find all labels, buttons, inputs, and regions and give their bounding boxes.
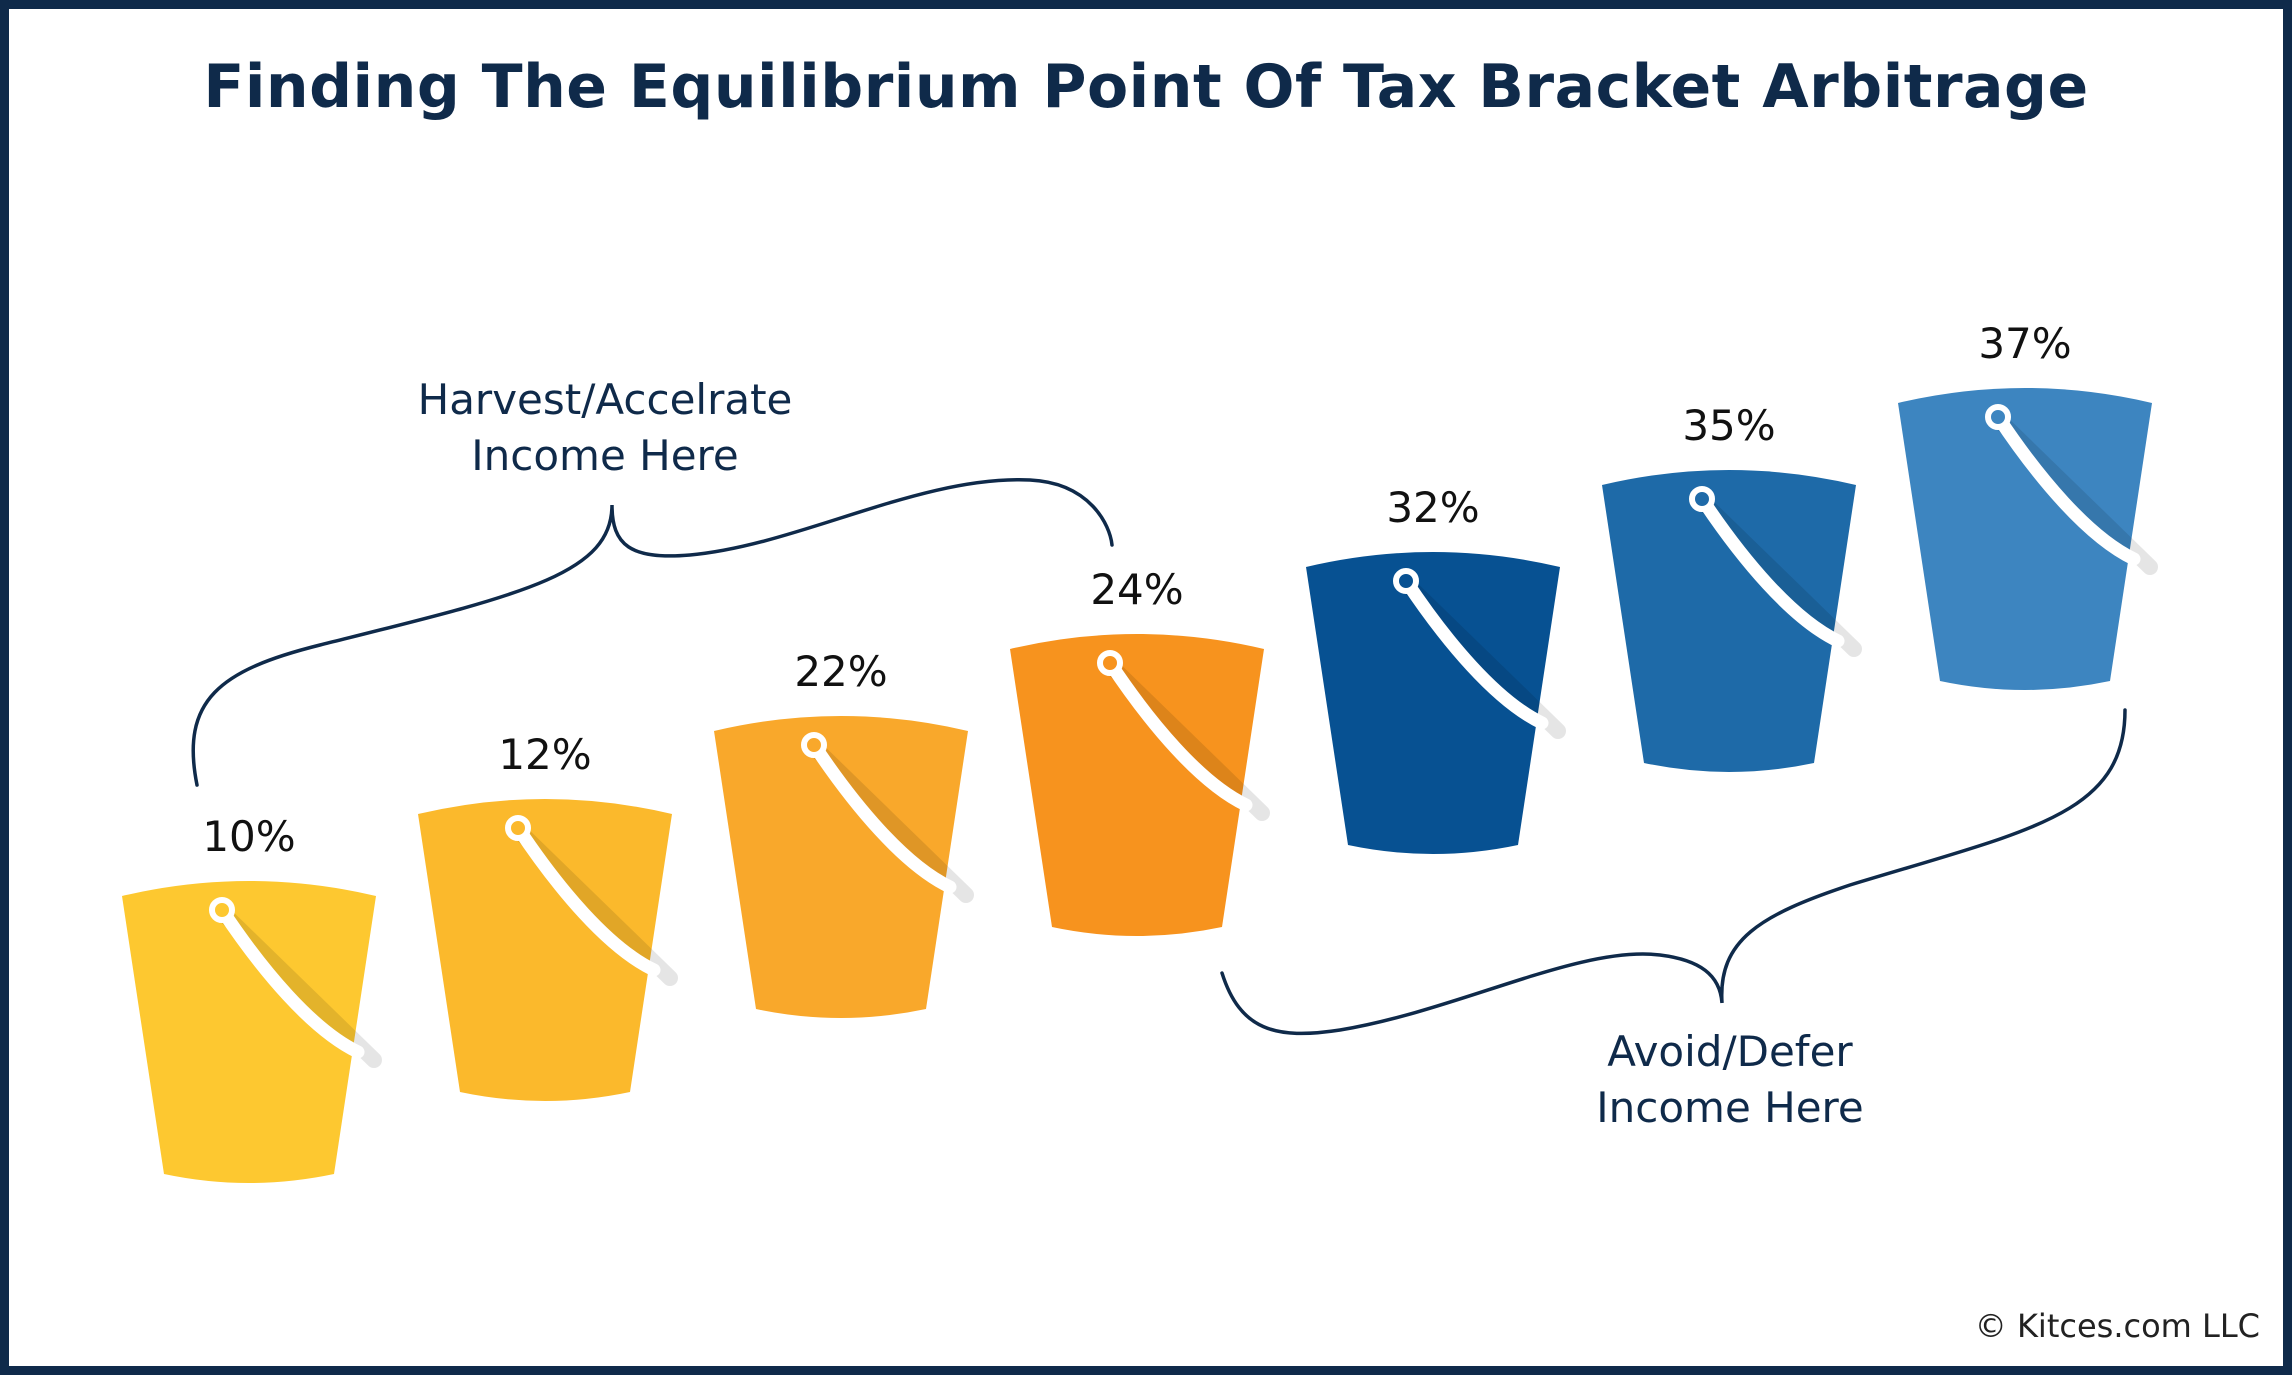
bucket-body: [1010, 634, 1264, 936]
rate-label-37-percent: 37%: [1978, 319, 2072, 368]
bucket-handle-ring: [1097, 650, 1123, 676]
bucket-body: [418, 799, 672, 1101]
bucket-37-percent: [1898, 388, 2158, 690]
bucket-handle: [511, 821, 661, 977]
bucket-24-percent: [1010, 634, 1270, 936]
bucket-handle: [1399, 574, 1549, 730]
rate-label-32-percent: 32%: [1386, 483, 1480, 532]
bucket-body: [714, 716, 968, 1018]
rate-label-24-percent: 24%: [1090, 565, 1184, 614]
bucket-body: [1306, 552, 1560, 854]
avoid-label: Avoid/Defer Income Here: [1480, 1024, 1980, 1136]
bucket-body: [1602, 470, 1856, 772]
bucket-handle-ring: [1985, 404, 2011, 430]
bucket-handle: [807, 738, 957, 894]
harvest-label-line2: Income Here: [471, 431, 739, 480]
bucket-handle: [1103, 656, 1253, 812]
bucket-body: [122, 881, 376, 1183]
rate-label-10-percent: 10%: [202, 812, 296, 861]
bucket-handle-ring: [505, 815, 531, 841]
bucket-22-percent: [714, 716, 974, 1018]
bucket-handle-ring: [801, 732, 827, 758]
bucket-35-percent: [1602, 470, 1862, 772]
bucket-10-percent: [122, 881, 382, 1183]
bucket-handle: [1991, 410, 2141, 566]
bucket-32-percent: [1306, 552, 1566, 854]
copyright-text: © Kitces.com LLC: [1974, 1307, 2260, 1345]
avoid-label-line2: Income Here: [1596, 1083, 1864, 1132]
bucket-handle-shadow: [1700, 499, 1862, 657]
bucket-handle: [215, 903, 365, 1059]
bucket-12-percent: [418, 799, 678, 1101]
bucket-group: [122, 388, 2158, 1183]
avoid-label-line1: Avoid/Defer: [1607, 1027, 1853, 1076]
bucket-handle-ring: [1689, 486, 1715, 512]
bucket-handle-shadow: [1108, 663, 1270, 821]
bucket-body: [1898, 388, 2152, 690]
bucket-handle-shadow: [1404, 581, 1566, 739]
bucket-handle: [1695, 492, 1845, 648]
harvest-brace: [191, 478, 1114, 787]
rate-label-35-percent: 35%: [1682, 401, 1776, 450]
harvest-label: Harvest/Accelrate Income Here: [355, 372, 855, 484]
harvest-label-line1: Harvest/Accelrate: [417, 375, 793, 424]
page-title: Finding The Equilibrium Point Of Tax Bra…: [203, 52, 2089, 122]
bucket-handle-ring: [209, 897, 235, 923]
avoid-brace: [1220, 708, 2127, 1036]
bucket-handle-ring: [1393, 568, 1419, 594]
bucket-handle-shadow: [1996, 417, 2158, 575]
bucket-handle-shadow: [516, 828, 678, 986]
rate-label-12-percent: 12%: [498, 730, 592, 779]
bucket-handle-shadow: [812, 745, 974, 903]
rate-label-22-percent: 22%: [794, 647, 888, 696]
